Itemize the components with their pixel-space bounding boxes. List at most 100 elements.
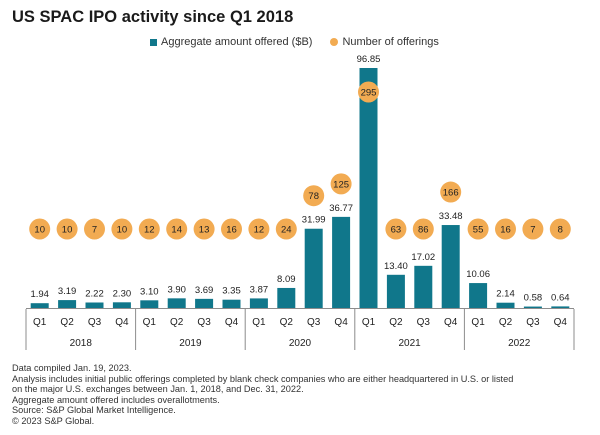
bar-value-label: 1.94: [30, 289, 49, 300]
bar: [496, 302, 515, 308]
quarter-tick-label: Q4: [444, 317, 458, 328]
quarter-tick-label: Q2: [280, 317, 294, 328]
offerings-dot: [29, 218, 51, 240]
bar-value-label: 2.14: [496, 289, 515, 300]
bar: [551, 306, 570, 308]
offerings-count-label: 16: [226, 225, 237, 236]
bar: [222, 299, 241, 308]
offerings-count-label: 14: [171, 225, 182, 236]
bar: [304, 228, 323, 308]
footnote-line: © 2023 S&P Global.: [12, 415, 95, 426]
bar: [332, 216, 351, 308]
bar-value-label: 96.85: [357, 54, 381, 65]
offerings-count-label: 63: [391, 225, 402, 236]
quarter-tick-label: Q2: [499, 317, 513, 328]
quarter-tick-label: Q1: [143, 317, 157, 328]
footnote-line: Data compiled Jan. 19, 2023.: [12, 363, 132, 373]
quarter-tick-label: Q4: [115, 317, 129, 328]
bar-value-label: 10.06: [466, 269, 490, 280]
footnote-line: Aggregate amount offered includes overal…: [12, 394, 220, 405]
bar: [112, 302, 131, 308]
year-label: 2018: [70, 338, 93, 349]
bar-value-label: 3.10: [140, 286, 159, 297]
bar: [85, 302, 104, 308]
offerings-count-label: 55: [473, 225, 484, 236]
offerings-count-label: 125: [333, 179, 349, 190]
offerings-dot: [467, 218, 489, 240]
offerings-dot: [385, 218, 407, 240]
legend: Aggregate amount offered ($B) Number of …: [150, 36, 457, 48]
bar: [140, 300, 159, 308]
quarter-tick-label: Q4: [225, 317, 239, 328]
legend-swatch-dot: [330, 38, 339, 46]
bar: [58, 300, 77, 308]
offerings-dot: [522, 218, 544, 240]
bar: [359, 68, 378, 308]
spac-chart: 1.94 3.19 2.22 2.30 3.10 3.90 3.69 3.35 3.87 8.09…: [25, 54, 575, 350]
bar: [469, 283, 488, 308]
quarter-tick-label: Q2: [60, 317, 74, 328]
quarter-tick-label: Q3: [526, 317, 540, 328]
quarter-tick-label: Q1: [471, 317, 485, 328]
quarter-tick-label: Q4: [554, 317, 568, 328]
offerings-dot: [412, 218, 434, 240]
legend-label-count: Number of offerings: [342, 36, 439, 48]
offerings-dot: [358, 81, 379, 103]
bar: [167, 298, 186, 308]
bar-value-label: 17.02: [411, 252, 435, 263]
quarter-tick-label: Q2: [389, 317, 403, 328]
legend-label-amount: Aggregate amount offered ($B): [161, 36, 313, 48]
footnote-line: Source: S&P Global Market Intelligence.: [12, 405, 176, 416]
offerings-dot: [303, 185, 325, 207]
offerings-count-label: 10: [117, 225, 128, 236]
legend-item-amount: Aggregate amount offered ($B): [150, 36, 312, 48]
bar: [386, 274, 405, 308]
bar-value-label: 3.69: [195, 285, 214, 296]
bar-value-label: 3.90: [167, 284, 186, 295]
offerings-dot: [221, 218, 242, 240]
quarter-tick-label: Q1: [362, 317, 376, 328]
bar-value-label: 13.40: [384, 261, 408, 272]
bar-value-label: 31.99: [302, 215, 326, 226]
bar-value-label: 2.30: [113, 288, 132, 299]
legend-swatch-bar: [150, 38, 157, 46]
offerings-count-label: 166: [443, 188, 459, 199]
bar-value-label: 33.48: [439, 211, 463, 222]
bar-value-label: 0.64: [551, 292, 570, 303]
offerings-dot: [275, 218, 297, 240]
offerings-count-label: 10: [34, 225, 45, 236]
offerings-count-label: 13: [199, 225, 210, 236]
quarter-tick-label: Q3: [307, 317, 321, 328]
footnotes: Data compiled Jan. 19, 2023. Analysis in…: [12, 363, 592, 427]
footnote-line: on the major U.S. exchanges between Jan.…: [12, 384, 304, 395]
quarter-tick-label: Q3: [197, 317, 211, 328]
legend-item-count: Number of offerings: [330, 36, 439, 48]
bar: [30, 303, 49, 308]
bar: [414, 265, 433, 308]
bar-value-label: 3.19: [58, 286, 77, 297]
offerings-count-label: 86: [418, 225, 429, 236]
footnote-line: Analysis includes initial public offerin…: [12, 373, 514, 384]
offerings-count-label: 16: [500, 225, 511, 236]
year-label: 2021: [398, 338, 421, 349]
bar-value-label: 36.77: [329, 203, 353, 214]
bar: [249, 298, 268, 308]
quarter-tick-label: Q1: [33, 317, 47, 328]
bar: [523, 306, 542, 308]
offerings-dot: [111, 218, 133, 240]
offerings-count-label: 10: [62, 225, 73, 236]
offerings-dot: [495, 218, 516, 240]
offerings-count-label: 295: [361, 88, 377, 99]
bar: [277, 287, 296, 308]
bar-value-label: 0.58: [524, 293, 543, 304]
quarter-tick-label: Q2: [170, 317, 184, 328]
quarter-tick-label: Q3: [88, 317, 102, 328]
bar: [195, 298, 214, 308]
offerings-dot: [549, 218, 571, 240]
bar-value-label: 8.09: [277, 274, 296, 285]
offerings-count-label: 12: [144, 225, 155, 236]
offerings-dot: [166, 218, 188, 240]
bar: [441, 225, 460, 308]
quarter-tick-label: Q1: [252, 317, 266, 328]
year-label: 2022: [508, 338, 531, 349]
